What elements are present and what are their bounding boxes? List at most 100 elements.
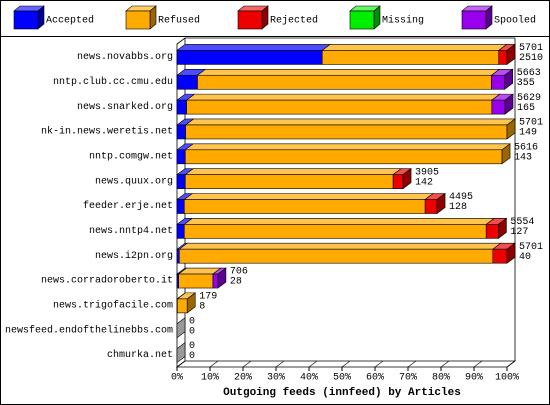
legend-label: Missing bbox=[382, 15, 424, 27]
x-tick-label: 20% bbox=[234, 373, 252, 384]
bar-top bbox=[184, 143, 511, 151]
bar-side bbox=[176, 341, 186, 364]
x-tick-label: 70% bbox=[399, 373, 417, 384]
offered-label: 5701 bbox=[519, 242, 543, 253]
offered-label: 5616 bbox=[514, 142, 538, 153]
accepted-label: 149 bbox=[519, 128, 537, 139]
bar-segment bbox=[178, 273, 214, 289]
accepted-label: 143 bbox=[514, 152, 532, 163]
y-tick-label: nntp.club.cc.cmu.edu bbox=[53, 76, 173, 88]
bar-segment bbox=[176, 174, 186, 189]
bar-top bbox=[196, 68, 501, 76]
bar-segment bbox=[491, 74, 505, 90]
bar-segment bbox=[176, 99, 187, 115]
y-tick-label: feeder.erje.net bbox=[83, 200, 173, 212]
offered-label: 5701 bbox=[519, 43, 543, 54]
y-tick-label: newsfeed.endofthelinebbs.com bbox=[5, 324, 173, 336]
bar-segment bbox=[212, 273, 219, 289]
bar-side bbox=[501, 143, 511, 165]
bar-segment bbox=[485, 224, 499, 239]
bar-segment bbox=[197, 74, 492, 90]
bar-segment bbox=[183, 224, 487, 239]
offered-label: 5554 bbox=[510, 217, 534, 228]
legend-label: Accepted bbox=[46, 15, 94, 27]
bar-segment bbox=[184, 149, 503, 165]
accepted-label: 28 bbox=[230, 277, 242, 288]
x-tick-label: 80% bbox=[432, 373, 450, 384]
y-tick-label: nntp.comgw.net bbox=[89, 151, 173, 162]
floor-line bbox=[440, 360, 450, 368]
accepted-label: 165 bbox=[517, 103, 535, 114]
offered-label: 5701 bbox=[519, 118, 543, 129]
x-tick-label: 90% bbox=[465, 373, 483, 384]
offered-label: 706 bbox=[230, 267, 248, 278]
bar-segment bbox=[176, 149, 186, 165]
x-tick-label: 40% bbox=[300, 373, 318, 384]
floor-line bbox=[341, 360, 351, 368]
x-tick-label: 100% bbox=[495, 373, 519, 384]
floor-line bbox=[407, 360, 417, 368]
y-tick-label: news.i2pn.org bbox=[95, 250, 173, 262]
y-tick-label: news.nntp4.net bbox=[89, 226, 173, 237]
bar-segment bbox=[392, 174, 404, 189]
offered-label: 0 bbox=[189, 341, 195, 352]
x-tick-label: 50% bbox=[333, 373, 351, 384]
bar-segment bbox=[176, 50, 323, 65]
accepted-label: 127 bbox=[510, 227, 528, 238]
offered-label: 3905 bbox=[415, 167, 439, 178]
accepted-label: 8 bbox=[199, 302, 205, 313]
legend-swatch bbox=[13, 10, 39, 30]
accepted-label: 0 bbox=[189, 326, 195, 337]
floor-line bbox=[308, 360, 318, 368]
accepted-label: 0 bbox=[189, 351, 195, 362]
legend-swatch bbox=[349, 10, 375, 30]
bar-side bbox=[498, 217, 507, 239]
bar-segment bbox=[176, 248, 180, 264]
y-tick-label: news.snarked.org bbox=[77, 101, 173, 113]
x-tick-label: 30% bbox=[267, 373, 285, 384]
accepted-label: 2510 bbox=[519, 53, 543, 64]
legend-label: Spooled bbox=[494, 15, 536, 27]
y-tick-label: news.corradoroberto.it bbox=[41, 275, 173, 287]
bar-side bbox=[436, 192, 446, 215]
floor-line bbox=[473, 360, 483, 368]
floor-line bbox=[506, 360, 516, 368]
bar-side bbox=[217, 267, 227, 289]
bar-segment bbox=[179, 248, 494, 264]
offered-label: 5663 bbox=[517, 68, 541, 79]
bar-top bbox=[184, 118, 516, 126]
bar-segment bbox=[176, 224, 185, 239]
legend-swatch bbox=[237, 10, 263, 30]
legend-label: Rejected bbox=[270, 15, 318, 27]
bar-segment bbox=[424, 199, 438, 214]
bar-top bbox=[183, 218, 496, 225]
floor-line bbox=[374, 360, 384, 368]
bar-top bbox=[176, 44, 332, 51]
accepted-label: 40 bbox=[519, 252, 531, 263]
bar-top bbox=[321, 44, 508, 51]
bar-side bbox=[506, 242, 516, 264]
bar-top bbox=[185, 93, 501, 101]
bar-top bbox=[178, 242, 502, 250]
x-tick-label: 0% bbox=[171, 373, 183, 384]
floor-line bbox=[176, 360, 186, 368]
x-tick-label: 10% bbox=[201, 373, 219, 384]
bar-segment bbox=[186, 99, 493, 115]
offered-label: 0 bbox=[189, 316, 195, 327]
bar-segment bbox=[321, 50, 500, 65]
bar-top bbox=[184, 168, 403, 175]
bar-top bbox=[183, 193, 435, 200]
bar-segment bbox=[176, 124, 186, 140]
bar-side bbox=[504, 68, 513, 90]
bar-segment bbox=[177, 298, 188, 314]
accepted-label: 142 bbox=[415, 177, 433, 188]
bar-segment bbox=[184, 174, 394, 189]
floor-line bbox=[209, 360, 219, 368]
floor-line bbox=[275, 360, 285, 368]
y-tick-label: news.quux.org bbox=[95, 176, 173, 187]
bar-side bbox=[504, 93, 514, 115]
y-tick-label: news.novabbs.org bbox=[77, 51, 173, 63]
y-tick-label: nk-in.news.weretis.net bbox=[41, 126, 173, 138]
bar-side bbox=[506, 118, 516, 140]
